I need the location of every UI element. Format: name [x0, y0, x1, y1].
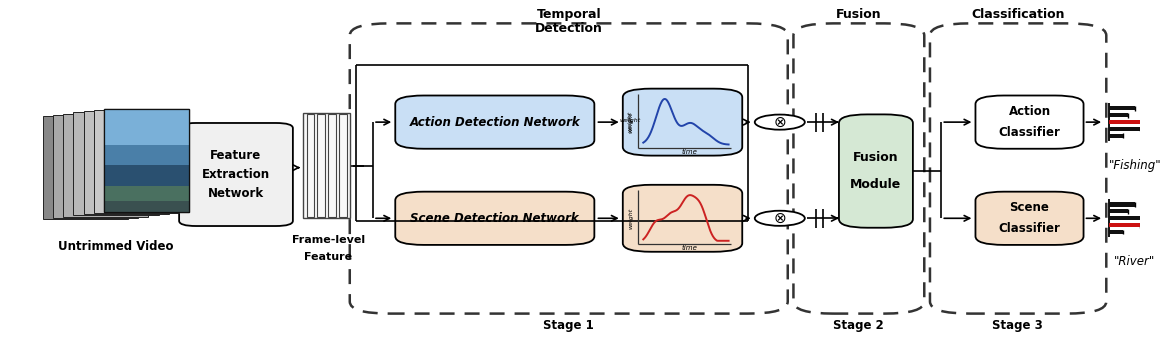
Text: Classifier: Classifier — [998, 126, 1060, 139]
FancyBboxPatch shape — [179, 123, 292, 226]
Text: weight: weight — [628, 208, 634, 229]
FancyBboxPatch shape — [104, 186, 190, 201]
Text: Frame-level: Frame-level — [291, 235, 365, 245]
Text: Action Detection Network: Action Detection Network — [409, 116, 580, 129]
FancyBboxPatch shape — [52, 115, 139, 218]
Text: Untrimmed Video: Untrimmed Video — [58, 240, 174, 253]
Text: Fusion: Fusion — [853, 151, 898, 164]
Text: Classification: Classification — [972, 8, 1065, 21]
Text: Scene Detection Network: Scene Detection Network — [410, 212, 579, 225]
FancyBboxPatch shape — [104, 109, 190, 212]
Bar — [317, 114, 325, 217]
FancyBboxPatch shape — [73, 112, 158, 215]
FancyBboxPatch shape — [975, 192, 1083, 245]
Text: Classifier: Classifier — [998, 222, 1060, 235]
Bar — [329, 114, 337, 217]
FancyBboxPatch shape — [303, 113, 351, 218]
Text: Feature: Feature — [304, 252, 352, 262]
FancyBboxPatch shape — [84, 111, 169, 214]
Circle shape — [755, 211, 805, 226]
Text: weight: weight — [619, 118, 641, 124]
Bar — [1109, 216, 1151, 220]
Text: "River": "River" — [1114, 255, 1156, 268]
FancyBboxPatch shape — [63, 114, 148, 217]
FancyBboxPatch shape — [975, 96, 1083, 149]
Text: Stage 2: Stage 2 — [833, 319, 884, 332]
Bar — [1109, 230, 1123, 234]
Text: "Fishing": "Fishing" — [1108, 158, 1162, 172]
Bar — [1109, 113, 1128, 117]
Bar — [306, 114, 315, 217]
Text: Action: Action — [1009, 105, 1051, 118]
Bar — [1109, 223, 1139, 227]
Text: ⊗: ⊗ — [774, 114, 786, 129]
FancyBboxPatch shape — [395, 192, 594, 245]
Bar — [1109, 202, 1135, 207]
Text: weight: weight — [627, 110, 633, 132]
FancyBboxPatch shape — [839, 114, 913, 228]
Text: Network: Network — [207, 187, 264, 200]
Text: Temporal: Temporal — [536, 8, 601, 21]
Bar — [1109, 134, 1123, 138]
FancyBboxPatch shape — [104, 109, 190, 145]
Text: Fusion: Fusion — [836, 8, 882, 21]
Bar — [1109, 127, 1139, 131]
FancyBboxPatch shape — [104, 145, 190, 165]
FancyBboxPatch shape — [43, 116, 128, 219]
Text: Scene: Scene — [1010, 201, 1050, 215]
Text: ⊗: ⊗ — [774, 211, 786, 226]
Text: time: time — [682, 149, 698, 155]
FancyBboxPatch shape — [104, 165, 190, 186]
Text: time: time — [682, 245, 698, 251]
Text: Feature: Feature — [211, 149, 262, 162]
FancyBboxPatch shape — [104, 109, 190, 212]
Text: Module: Module — [850, 178, 902, 191]
FancyBboxPatch shape — [104, 201, 190, 212]
Circle shape — [755, 114, 805, 130]
Text: Stage 1: Stage 1 — [543, 319, 593, 332]
Bar — [339, 114, 347, 217]
Text: Extraction: Extraction — [202, 168, 270, 181]
FancyBboxPatch shape — [623, 185, 742, 252]
Text: Detection: Detection — [535, 22, 602, 35]
Text: weight: weight — [628, 111, 634, 133]
Bar — [1109, 209, 1128, 214]
FancyBboxPatch shape — [94, 110, 179, 213]
Text: Stage 3: Stage 3 — [993, 319, 1043, 332]
FancyBboxPatch shape — [623, 89, 742, 156]
Bar — [1109, 120, 1151, 124]
Bar — [1109, 106, 1135, 110]
FancyBboxPatch shape — [395, 96, 594, 149]
